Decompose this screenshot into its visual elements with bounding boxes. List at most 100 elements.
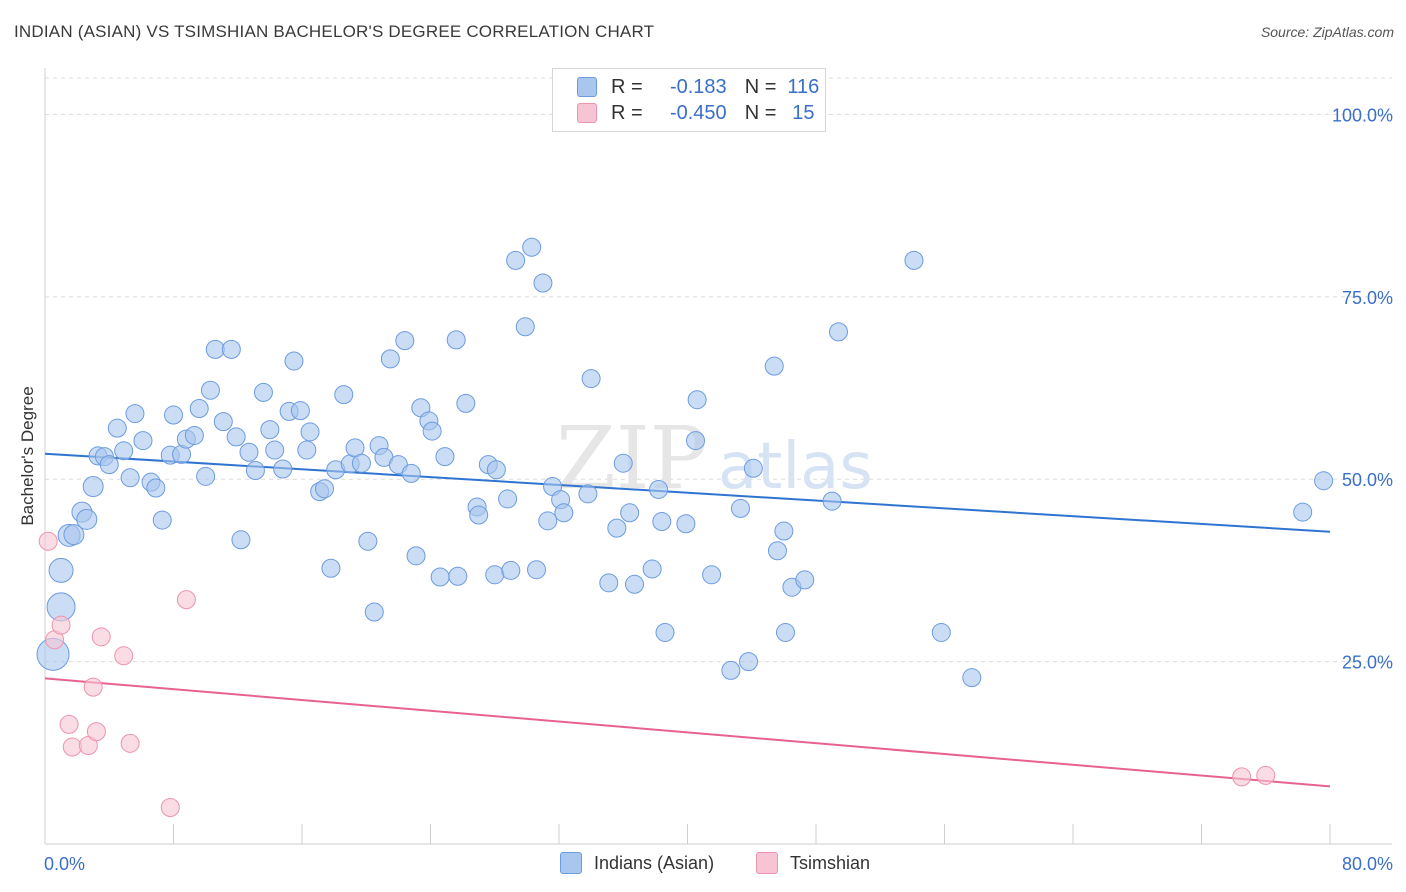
indians-point [607, 518, 627, 538]
watermark-atlas: atlas [718, 430, 873, 504]
indians-point [406, 546, 426, 566]
indians-point [273, 459, 293, 479]
indians-point [260, 420, 280, 440]
legend-r-value: -0.450 [669, 101, 727, 124]
indians-point [290, 401, 310, 421]
indians-point [446, 330, 466, 350]
indians-point [99, 455, 119, 475]
indians-point [515, 317, 535, 337]
y-axis-label: Bachelor's Degree [18, 386, 37, 526]
indians-point [196, 466, 216, 486]
indians-point [485, 565, 505, 585]
indians-point [774, 521, 794, 541]
indians-point [533, 273, 553, 293]
indians-point [581, 369, 601, 389]
indians-point [822, 491, 842, 511]
tsimshian-point [1232, 767, 1252, 787]
tsimshian-point [114, 646, 134, 666]
legend-n-label: N = [744, 75, 777, 98]
tsimshian-point [83, 677, 103, 697]
tsimshian-point [62, 737, 82, 757]
indians-point [527, 560, 547, 580]
bottom-legend-indians: Indians (Asian) [560, 852, 714, 874]
indians-point [486, 460, 506, 480]
indians-point [642, 559, 662, 579]
tsimshian-point [176, 590, 196, 610]
indians-point [767, 541, 787, 561]
indians-point [624, 574, 644, 594]
bottom-legend-label-indians: Indians (Asian) [594, 852, 715, 873]
tsimshian-point [1256, 765, 1276, 785]
indians-point [904, 250, 924, 270]
indians-point [687, 390, 707, 410]
legend-swatch-blue [577, 77, 597, 97]
indians-point [114, 441, 134, 461]
indians-point [221, 339, 241, 359]
indians-point [321, 558, 341, 578]
indians-point [284, 351, 304, 371]
indians-point [456, 393, 476, 413]
legend-row-indians: R = -0.183 N = 116 [577, 75, 820, 99]
tsimshian-points [38, 531, 1276, 818]
indians-point [314, 479, 334, 499]
indians-point [448, 566, 468, 586]
indians-point [205, 339, 225, 359]
tsimshian-point [59, 714, 79, 734]
indians-point [189, 398, 209, 418]
legend-n-value: 15 [792, 101, 815, 124]
indians-point [164, 405, 183, 425]
indians-point [125, 404, 145, 424]
indians-point [743, 458, 763, 478]
indians-point [82, 476, 104, 498]
indians-point [351, 453, 371, 473]
y-tick-label: 50.0% [1342, 470, 1393, 490]
indians-point [554, 503, 574, 523]
indians-point [721, 660, 741, 680]
indians-point [649, 479, 669, 499]
indians-point [48, 557, 74, 583]
tsimshian-point [91, 627, 111, 647]
legend-swatch-pink [577, 103, 597, 123]
tsimshian-trend-line [44, 677, 1331, 788]
legend-r-value: -0.183 [669, 75, 727, 98]
indians-point [120, 468, 140, 488]
indians-points [36, 237, 1334, 688]
tsimshian-point [51, 615, 71, 635]
bottom-legend-label-tsimshian: Tsimshian [790, 852, 871, 873]
bottom-legend-tsimshian: Tsimshian [756, 852, 870, 874]
indians-point [599, 573, 619, 593]
chart-title: INDIAN (ASIAN) VS TSIMSHIAN BACHELOR'S D… [14, 22, 655, 41]
indians-point [702, 565, 722, 585]
indians-point [200, 380, 220, 400]
indians-point [613, 453, 633, 473]
x-tick-label-max: 80.0% [1342, 854, 1393, 874]
indians-point [184, 425, 204, 445]
indians-point [213, 412, 233, 432]
indians-point [334, 385, 354, 405]
legend-r-label: R = [611, 101, 643, 124]
indians-point [133, 431, 153, 451]
tsimshian-point [160, 798, 180, 818]
bottom-legend-swatch-blue [560, 852, 582, 874]
indians-point [265, 440, 285, 460]
axes [44, 68, 1392, 845]
indians-point [652, 512, 672, 532]
indians-point [395, 331, 415, 351]
tsimshian-point [120, 733, 140, 753]
indians-point [764, 356, 784, 376]
indians-point [522, 237, 542, 257]
legend-n-label: N = [744, 101, 777, 124]
indians-point [739, 652, 759, 672]
indians-point [76, 508, 98, 530]
indians-point [435, 447, 455, 467]
tsimshian-trend [44, 677, 1331, 788]
tsimshian-point [38, 531, 58, 551]
bottom-legend-swatch-pink [756, 852, 778, 874]
indians-point [253, 382, 273, 402]
indians-point [239, 442, 259, 462]
legend-n-value: 116 [787, 75, 820, 98]
indians-point [146, 478, 166, 498]
indians-point [501, 560, 521, 580]
indians-point [401, 463, 421, 483]
